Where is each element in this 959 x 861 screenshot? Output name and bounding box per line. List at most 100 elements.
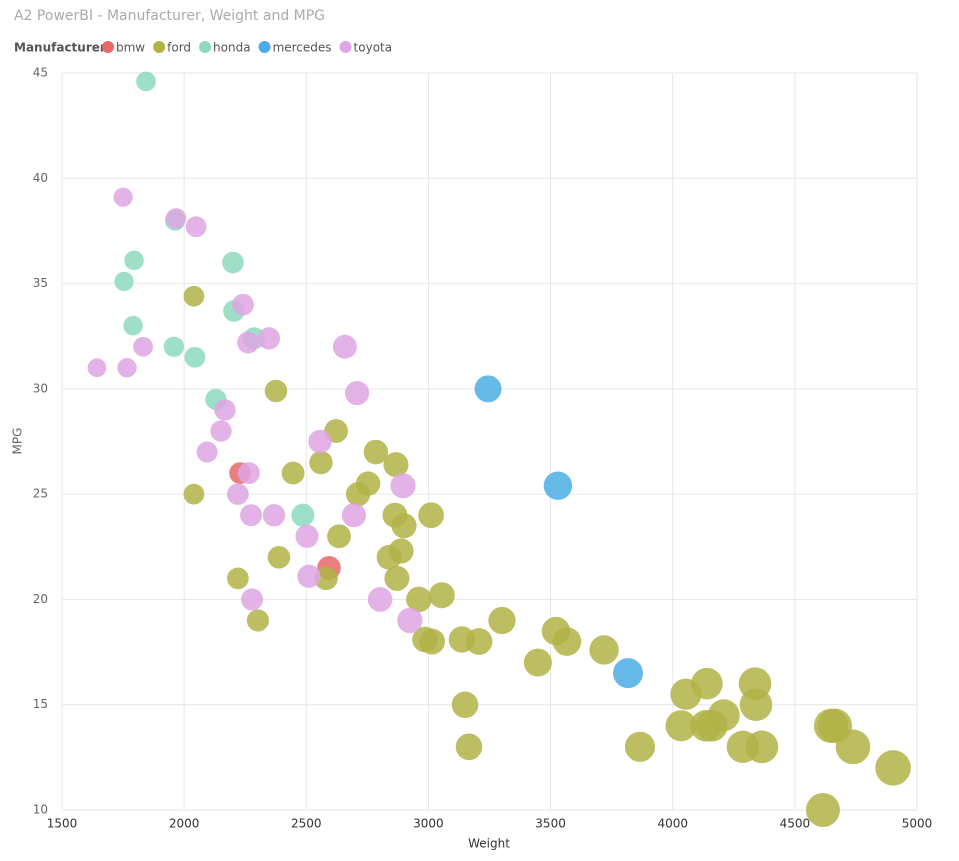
point — [185, 216, 207, 238]
y-tick-label: 45 — [33, 66, 48, 80]
point — [397, 607, 423, 634]
point — [163, 336, 185, 357]
point — [390, 473, 416, 499]
point — [281, 461, 305, 485]
point — [124, 250, 144, 271]
legend-label: bmw — [116, 41, 145, 55]
point — [418, 502, 445, 529]
y-tick-label: 15 — [33, 697, 48, 711]
x-tick-label: 3500 — [535, 817, 566, 831]
point — [210, 420, 232, 442]
legend-label: ford — [167, 41, 191, 55]
x-tick-label: 3000 — [413, 817, 444, 831]
point — [428, 582, 455, 609]
point — [451, 691, 479, 718]
point — [267, 546, 291, 569]
x-tick-label: 4500 — [780, 817, 811, 831]
point — [222, 251, 244, 274]
legend-marker — [199, 41, 212, 53]
legend-label: toyota — [354, 41, 393, 55]
x-tick-label: 4000 — [657, 817, 688, 831]
point — [363, 439, 389, 465]
y-tick-label: 25 — [33, 487, 48, 501]
y-tick-label: 30 — [33, 381, 48, 395]
point — [114, 271, 134, 292]
chart-title: A2 PowerBI - Manufacturer, Weight and MP… — [14, 8, 325, 24]
point — [184, 346, 206, 368]
point — [214, 399, 236, 421]
point — [314, 566, 338, 591]
point — [227, 567, 249, 590]
x-tick-label: 2500 — [291, 817, 322, 831]
point — [355, 471, 381, 496]
point — [241, 588, 264, 611]
point — [613, 658, 643, 689]
point — [738, 667, 772, 700]
point — [165, 208, 187, 229]
point — [196, 441, 218, 463]
point — [589, 635, 619, 665]
point — [297, 564, 321, 588]
point — [264, 379, 288, 403]
point — [246, 609, 269, 632]
point — [232, 293, 254, 316]
legend-label: honda — [213, 41, 251, 55]
point — [133, 336, 153, 357]
point — [419, 628, 445, 655]
point — [391, 513, 417, 539]
point — [383, 452, 409, 478]
y-tick-label: 10 — [33, 803, 48, 817]
point — [875, 750, 911, 786]
point — [237, 331, 260, 354]
x-tick-label: 5000 — [902, 817, 933, 831]
point — [805, 792, 840, 828]
point — [465, 628, 493, 655]
point — [123, 315, 143, 336]
legend-title: Manufacturer — [14, 41, 106, 55]
point — [367, 587, 393, 612]
point — [543, 471, 573, 500]
x-tick-label: 2000 — [169, 817, 200, 831]
point — [552, 627, 582, 656]
point — [406, 586, 432, 613]
point — [384, 565, 410, 591]
point — [183, 483, 205, 505]
point — [523, 648, 552, 677]
point — [376, 544, 402, 570]
x-axis-title: Weight — [468, 837, 510, 851]
point — [295, 524, 319, 548]
point — [309, 450, 333, 475]
point — [87, 358, 107, 378]
point — [665, 710, 697, 742]
point — [136, 71, 156, 92]
point — [113, 187, 133, 207]
point — [474, 375, 502, 403]
x-tick-label: 1500 — [47, 817, 78, 831]
legend-marker — [258, 41, 271, 53]
y-tick-label: 35 — [33, 276, 48, 290]
point — [488, 606, 516, 635]
point — [227, 483, 249, 505]
point — [237, 462, 260, 485]
point — [624, 731, 656, 762]
y-tick-label: 40 — [33, 171, 48, 185]
legend-marker — [339, 41, 352, 53]
point — [835, 729, 871, 765]
point — [745, 730, 779, 764]
point — [327, 524, 351, 549]
point — [262, 503, 286, 527]
y-axis-title: MPG — [11, 428, 25, 455]
y-tick-label: 20 — [33, 592, 48, 606]
point — [344, 380, 370, 406]
point — [332, 334, 357, 359]
point — [183, 285, 205, 307]
legend-marker — [102, 41, 114, 53]
point — [257, 327, 281, 350]
point — [308, 429, 332, 454]
point — [291, 503, 315, 527]
point — [341, 503, 366, 528]
point — [240, 504, 263, 527]
point — [455, 733, 483, 761]
legend-label: mercedes — [273, 41, 332, 55]
